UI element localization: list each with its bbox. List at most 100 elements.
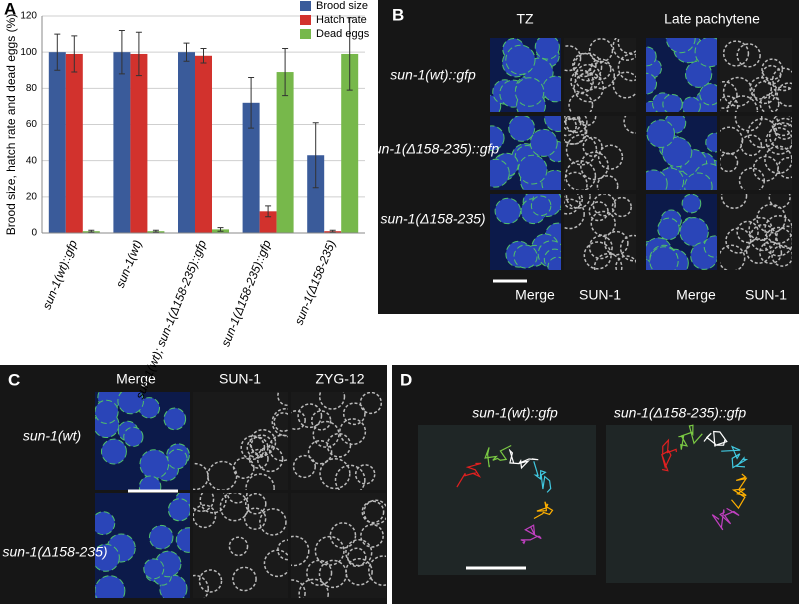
image-bg (291, 392, 386, 490)
cells (720, 194, 792, 270)
nucleus (193, 504, 217, 529)
error-bar (135, 31, 142, 77)
error-bar (282, 48, 289, 97)
images (95, 38, 792, 598)
nucleus (219, 493, 250, 522)
nucleus (297, 403, 323, 429)
nucleus (139, 449, 170, 480)
micrograph (490, 38, 561, 112)
nucleus (167, 448, 188, 470)
cells (490, 116, 561, 190)
bar (65, 53, 83, 233)
nucleus (564, 198, 585, 230)
nucleus (298, 578, 329, 598)
column-header: sun-1(Δ158-235)::gfp (614, 405, 747, 421)
cells (95, 392, 190, 490)
error-bar (329, 229, 336, 233)
trajectory (533, 501, 554, 520)
column-footer: Merge (676, 287, 716, 303)
nucleus (564, 117, 588, 145)
nucleus (250, 434, 273, 457)
nucleus (771, 116, 792, 137)
error-bar (200, 48, 207, 64)
nucleus (759, 241, 783, 265)
cells (646, 116, 717, 190)
nucleus (759, 94, 780, 112)
image-bg (720, 194, 792, 270)
error-bar (217, 227, 224, 232)
error-bar (152, 229, 159, 233)
nucleus (534, 38, 560, 60)
cells (720, 40, 792, 112)
bar (48, 52, 66, 233)
nucleus (738, 167, 766, 190)
cells (291, 499, 386, 598)
nucleus (646, 72, 657, 95)
nucleus (769, 122, 792, 150)
nucleus (694, 38, 717, 68)
cells (720, 116, 792, 190)
nucleus (580, 151, 609, 181)
nucleus (541, 169, 561, 190)
column-header: SUN-1 (219, 371, 261, 387)
nucleus (565, 134, 598, 166)
nucleus (736, 220, 759, 244)
column-header: Merge (116, 371, 156, 387)
nucleus (720, 126, 744, 155)
error-bar (54, 33, 61, 71)
nucleus (681, 96, 701, 112)
nucleus (705, 132, 717, 153)
nucleus (163, 407, 187, 431)
nucleus (564, 116, 577, 137)
nucleus (582, 136, 603, 157)
cells (490, 38, 561, 112)
nucleus (611, 196, 632, 218)
nucleus (100, 438, 127, 465)
micrograph (490, 116, 561, 190)
cells (193, 392, 288, 490)
nucleus (734, 116, 763, 132)
nucleus (318, 559, 348, 589)
column-footer: SUN-1 (745, 287, 787, 303)
nucleus (617, 53, 636, 82)
y-tick-label: 20 (26, 191, 38, 202)
nucleus (514, 77, 545, 107)
nucleus (167, 498, 190, 522)
micrograph (193, 493, 288, 598)
nucleus (490, 125, 505, 151)
nucleus (570, 69, 594, 94)
panel-label: C (8, 370, 20, 389)
nucleus (245, 493, 267, 515)
nucleus (588, 235, 613, 260)
nucleus (228, 536, 249, 557)
cells (646, 38, 717, 112)
bar (307, 155, 325, 233)
nucleus (649, 246, 679, 270)
micrograph (720, 116, 792, 190)
nucleus (249, 429, 277, 456)
nucleus (291, 410, 306, 430)
trajectory (731, 473, 748, 510)
nucleus (517, 154, 548, 185)
nucleus (763, 226, 792, 257)
nucleus (354, 464, 376, 485)
column-header: ZYG-12 (315, 371, 364, 387)
micrograph (646, 116, 717, 190)
nucleus (513, 244, 538, 269)
error-bar (248, 76, 255, 129)
nucleus (726, 95, 759, 112)
nucleus (148, 524, 174, 550)
nucleus (568, 92, 594, 112)
nucleus (617, 38, 636, 55)
x-tick-label: sun-1(wt)::gfp (40, 238, 81, 312)
nucleus (775, 116, 792, 127)
nucleus (662, 93, 683, 112)
nucleus (318, 392, 346, 410)
nucleus (346, 547, 367, 568)
nucleus (240, 435, 266, 460)
nucleus (326, 432, 352, 458)
error-bar (183, 42, 190, 62)
nucleus (772, 67, 792, 92)
